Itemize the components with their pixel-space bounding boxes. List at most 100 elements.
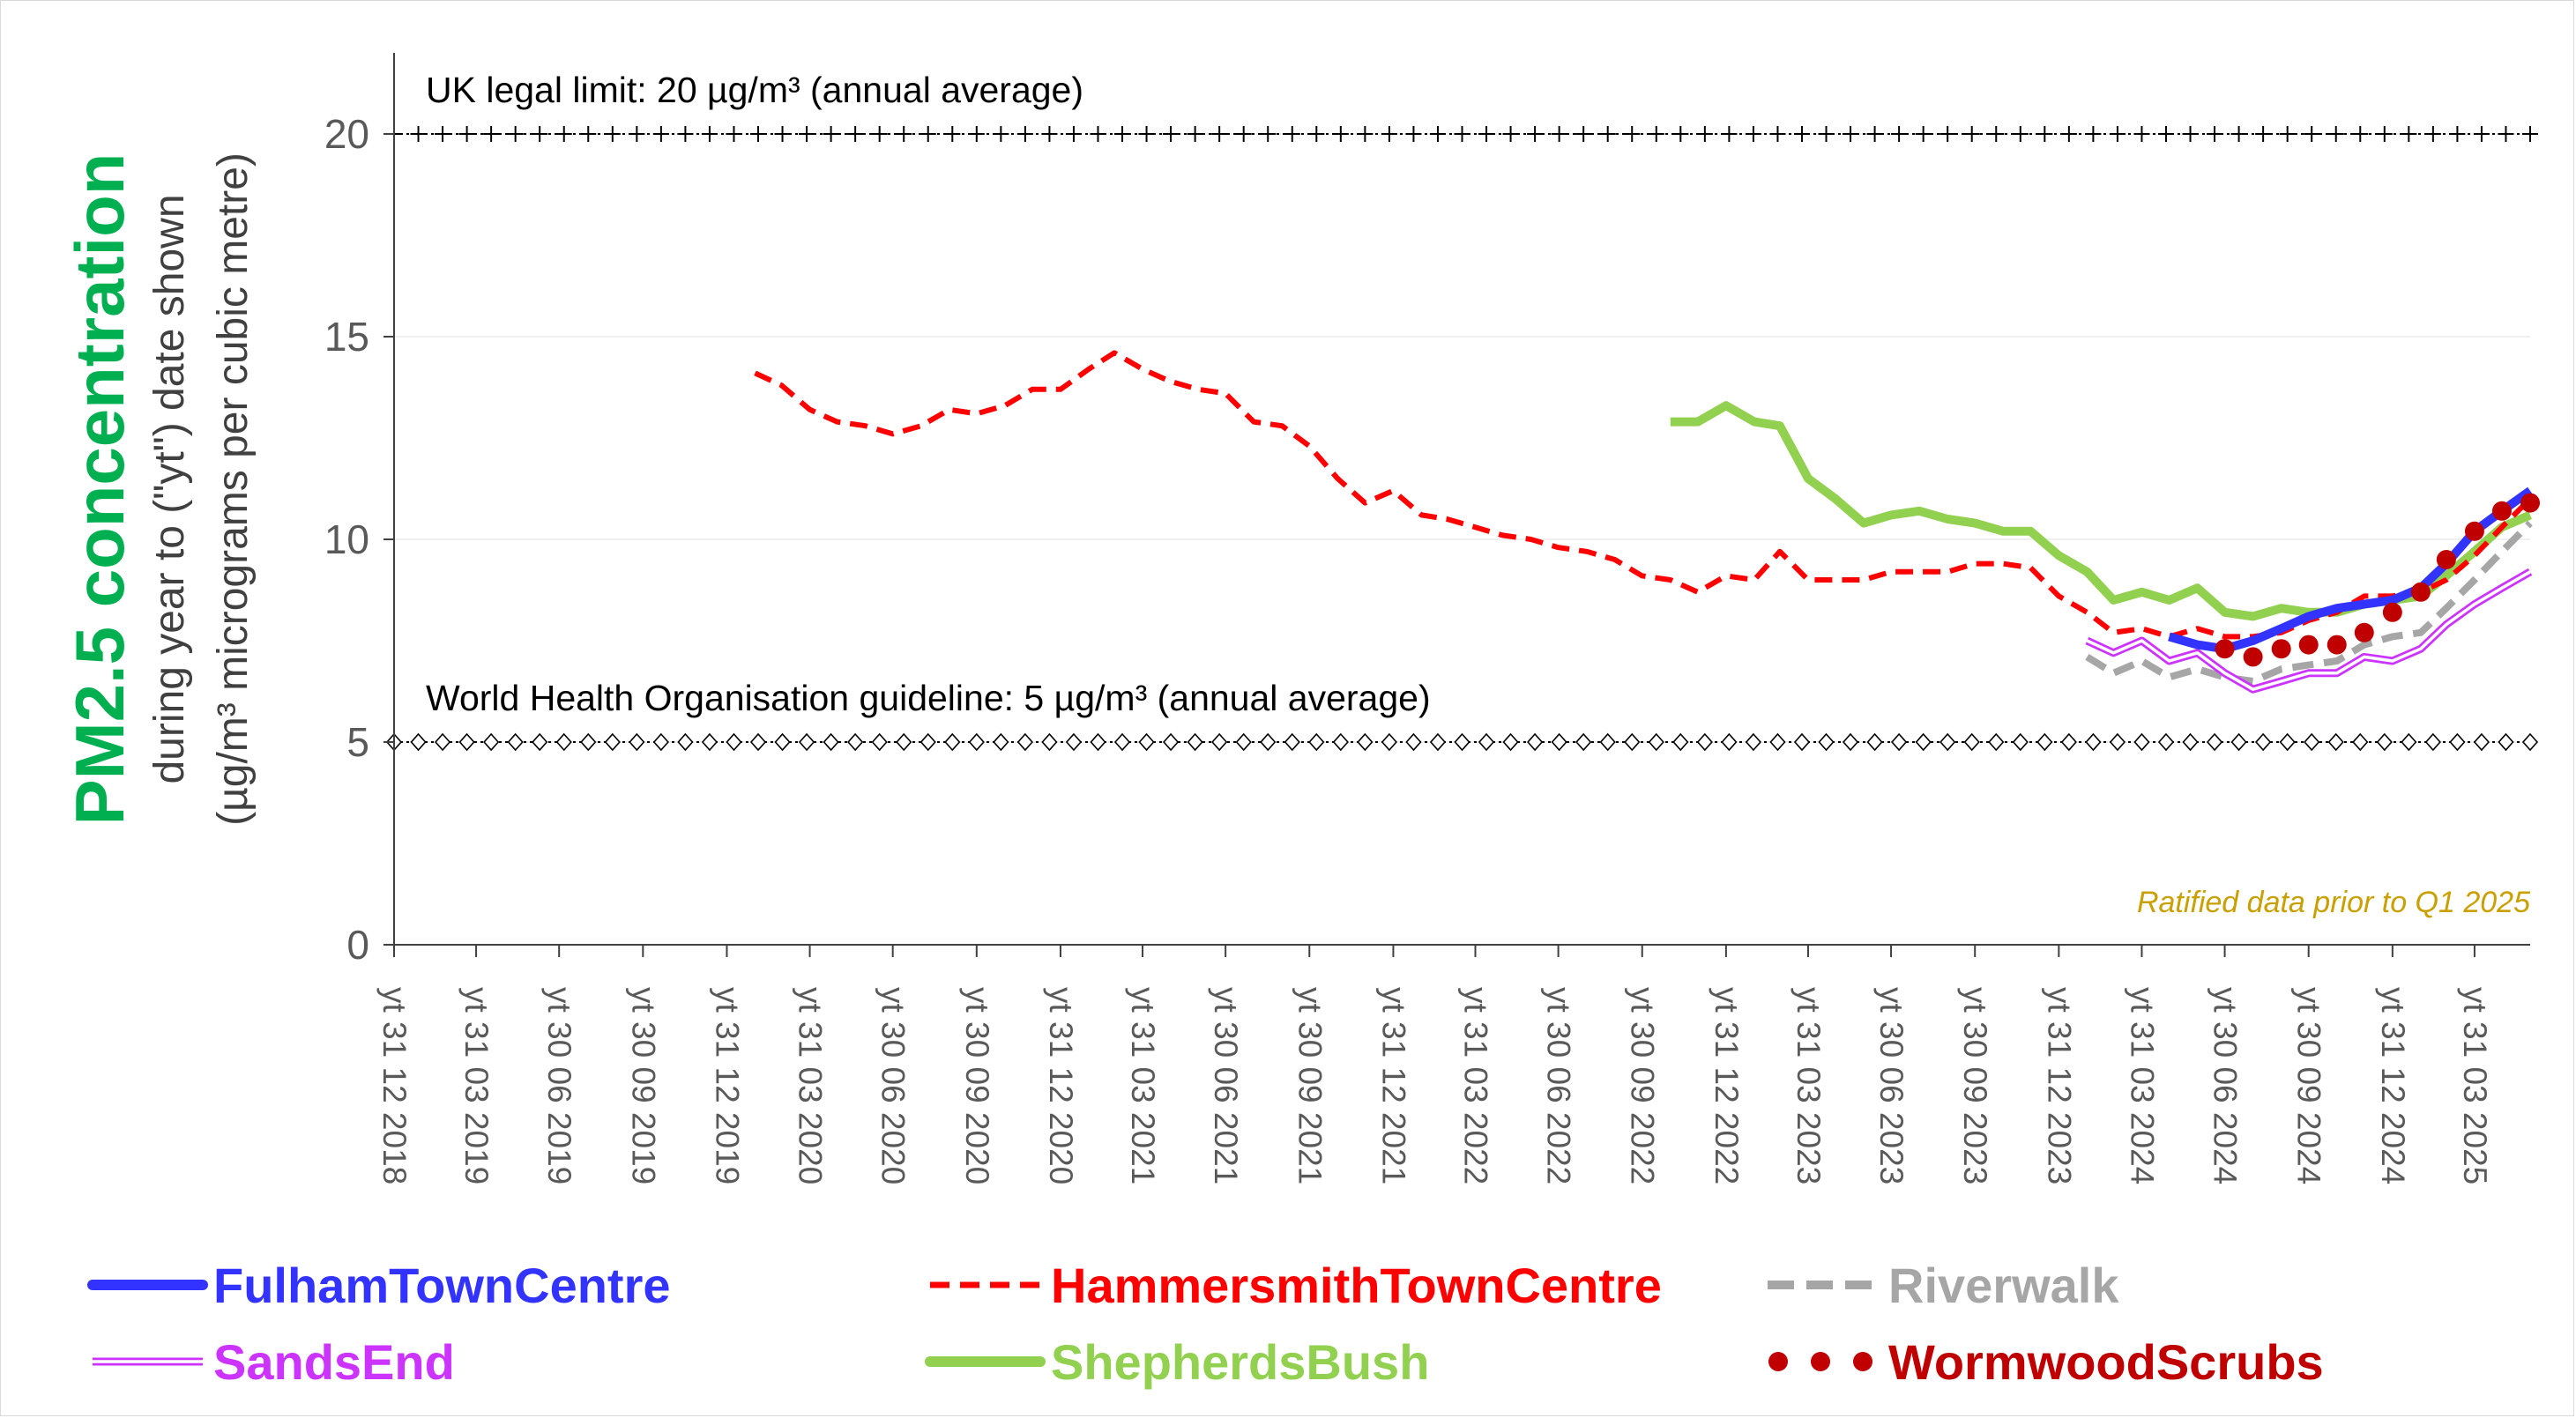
y-tick-label: 15 [324, 314, 369, 360]
limit-marker [532, 126, 548, 142]
guideline-marker [1745, 732, 1761, 752]
chart-title: PM2.5 concentration [61, 153, 138, 826]
guideline-marker [823, 732, 839, 752]
line-riverwalk [2085, 520, 2533, 685]
guideline-marker [1527, 732, 1544, 752]
guideline-marker [1357, 732, 1374, 752]
guideline-marker [532, 732, 548, 752]
limit-marker [2304, 126, 2320, 142]
guideline-marker [1818, 732, 1835, 752]
limit-marker [1065, 126, 1082, 142]
x-tick-label: yt 31 12 2024 [2375, 987, 2411, 1184]
limit-marker [629, 126, 645, 142]
limit-marker [1478, 126, 1495, 142]
guideline-marker [2352, 732, 2369, 752]
point-wormwoodscrubs [2298, 635, 2319, 655]
limit-marker [726, 126, 742, 142]
guideline-marker [1551, 732, 1567, 752]
guideline-marker [2498, 732, 2514, 752]
y-tick-label: 20 [324, 111, 369, 157]
x-tick-label: yt 31 03 2025 [2457, 987, 2493, 1184]
guideline-marker [1405, 732, 1422, 752]
limit-marker [1624, 126, 1641, 142]
legend-label-hammersmithtowncentre: HammersmithTownCentre [1051, 1258, 1662, 1313]
guideline-marker [1260, 732, 1277, 752]
guideline-marker [1381, 732, 1397, 752]
limit-marker [1332, 126, 1349, 142]
x-tick-label: yt 31 03 2021 [1125, 987, 1161, 1184]
guideline-marker [1915, 732, 1932, 752]
limit-marker [1891, 126, 1908, 142]
x-tick-label: yt 31 12 2018 [376, 987, 413, 1184]
y-tick-label: 10 [324, 516, 369, 562]
guideline-marker [1769, 732, 1786, 752]
limit-marker [823, 126, 839, 142]
guideline-marker [1308, 732, 1325, 752]
limit-marker [1187, 126, 1203, 142]
guideline-marker [1284, 732, 1300, 752]
legend-swatch-wormwoodscrubs [1853, 1352, 1872, 1371]
limit-marker [2182, 126, 2199, 142]
guideline-marker [458, 732, 475, 752]
limit-marker [2327, 126, 2344, 142]
reference-lines: UK legal limit: 20 µg/m³ (annual average… [385, 70, 2539, 752]
limit-marker [1988, 126, 2005, 142]
guideline-marker [2327, 732, 2344, 752]
point-wormwoodscrubs [2382, 602, 2402, 622]
guideline-marker [1187, 732, 1203, 752]
limit-marker [2230, 126, 2247, 142]
guideline-marker [2376, 732, 2393, 752]
guideline-marker [993, 732, 1009, 752]
x-tick-label: yt 30 06 2023 [1873, 987, 1910, 1184]
limit-marker [1211, 126, 1228, 142]
guideline-marker [871, 732, 888, 752]
axes: 0 5 10 15 20 yt 31 12 2018 yt 31 03 2019 yt 30 … [324, 53, 2530, 1184]
x-tick-label: yt 30 06 2019 [541, 987, 577, 1184]
limit-marker [1357, 126, 1374, 142]
limit-marker [750, 126, 767, 142]
guideline-marker [2473, 732, 2490, 752]
limit-marker [2085, 126, 2102, 142]
limit-marker [555, 126, 572, 142]
limit-marker [1284, 126, 1300, 142]
guideline-marker [2012, 732, 2029, 752]
limit-marker [2473, 126, 2490, 142]
limit-marker [1915, 126, 1932, 142]
limit-marker [1429, 126, 1446, 142]
guideline-marker [1575, 732, 1592, 752]
guideline-marker [1065, 732, 1083, 752]
guideline-marker [580, 732, 597, 752]
limit-marker [1016, 126, 1033, 142]
y-tick-label: 0 [346, 922, 369, 968]
guideline-marker [1891, 732, 1908, 752]
x-tick-label: yt 30 06 2021 [1208, 987, 1244, 1184]
limit-marker [410, 126, 427, 142]
guideline-marker [1478, 732, 1495, 752]
limit-marker [1866, 126, 1883, 142]
limit-marker [1721, 126, 1738, 142]
guideline-marker [1429, 732, 1447, 752]
point-wormwoodscrubs [2410, 582, 2431, 602]
limit-marker [1114, 126, 1131, 142]
guideline-marker [774, 732, 791, 752]
limit-marker [483, 126, 500, 142]
guideline-marker [799, 732, 815, 752]
guideline-marker [1454, 732, 1470, 752]
line-sandsend-inner [2086, 570, 2531, 691]
legend-label-sandsend: SandsEnd [213, 1334, 455, 1390]
guideline-marker [629, 732, 645, 752]
guideline-marker [2085, 732, 2102, 752]
limit-marker [435, 126, 451, 142]
guideline-marker [434, 732, 451, 752]
guideline-marker [2401, 732, 2417, 752]
legend-swatch-wormwoodscrubs [1811, 1352, 1830, 1371]
legend-swatch-wormwoodscrubs [1768, 1352, 1788, 1371]
guideline-marker [1842, 732, 1859, 752]
limit-marker [1138, 126, 1155, 142]
x-tick-label: yt 30 09 2022 [1625, 987, 1661, 1184]
guideline-marker [1016, 732, 1033, 752]
guideline-marker [1090, 732, 1106, 752]
limit-marker [458, 126, 475, 142]
limit-marker [1575, 126, 1592, 142]
